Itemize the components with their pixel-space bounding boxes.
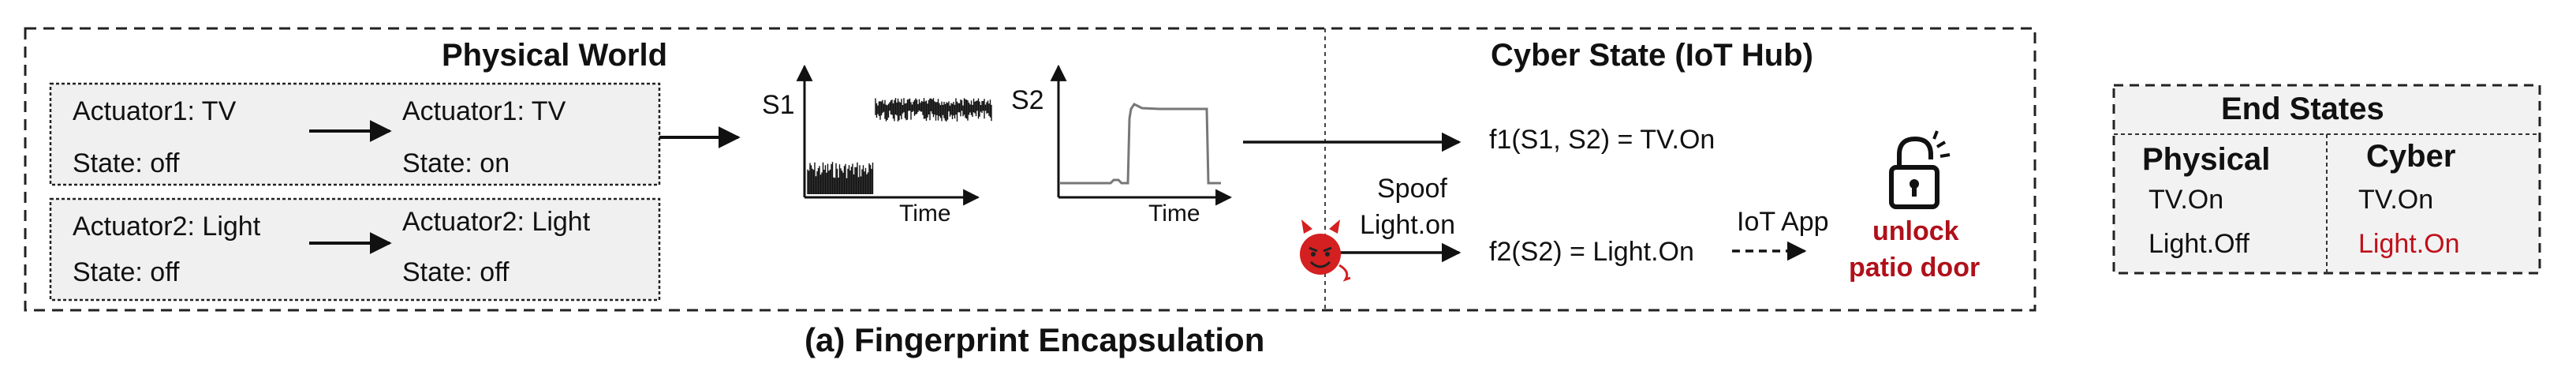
f1-equation: f1(S1, S2) = TV.On — [1489, 125, 1715, 155]
actuator1-to-state: State: on — [402, 148, 510, 178]
actuator2-from-state: State: off — [73, 257, 180, 287]
spoof-label-line1: Spoof — [1377, 174, 1447, 204]
spoof-label-line2: Light.on — [1360, 210, 1455, 240]
end-states-cyber-header: Cyber — [2366, 139, 2456, 174]
s2-signal — [1060, 103, 1221, 185]
unlock-label-line1: unlock — [1872, 216, 1959, 246]
s1-signal — [807, 98, 992, 194]
physical-world-title: Physical World — [442, 38, 668, 73]
devil-attacker-icon — [1300, 219, 1351, 282]
s1-label: S1 — [762, 90, 795, 120]
iot-app-label: IoT App — [1737, 207, 1829, 237]
end-states-physical-header: Physical — [2142, 142, 2271, 177]
actuator1-to-label: Actuator1: TV — [402, 96, 566, 126]
s1-time-label: Time — [899, 200, 951, 227]
unlocked-lock-icon — [1889, 130, 1951, 209]
end-physical-tv: TV.On — [2149, 185, 2224, 215]
end-physical-light: Light.Off — [2149, 229, 2249, 259]
actuator2-to-label: Actuator2: Light — [402, 207, 591, 237]
f2-equation: f2(S2) = Light.On — [1489, 237, 1694, 267]
cyber-state-title: Cyber State (IoT Hub) — [1491, 38, 1813, 73]
actuator2-box — [49, 197, 661, 302]
main-frame — [24, 27, 2037, 312]
s2-label: S2 — [1011, 85, 1044, 115]
s2-time-label: Time — [1148, 200, 1200, 227]
actuator1-from-label: Actuator1: TV — [73, 96, 237, 126]
end-states-title: End States — [2221, 92, 2384, 126]
actuator2-from-label: Actuator2: Light — [73, 212, 261, 242]
unlock-label-line2: patio door — [1849, 253, 1981, 283]
figure-caption: (a) Fingerprint Encapsulation — [805, 321, 1265, 358]
actuator1-from-state: State: off — [73, 148, 180, 178]
actuator2-to-state: State: off — [402, 257, 510, 287]
end-cyber-tv: TV.On — [2358, 185, 2434, 215]
actuator1-box — [49, 82, 661, 186]
end-cyber-light: Light.On — [2358, 229, 2460, 259]
